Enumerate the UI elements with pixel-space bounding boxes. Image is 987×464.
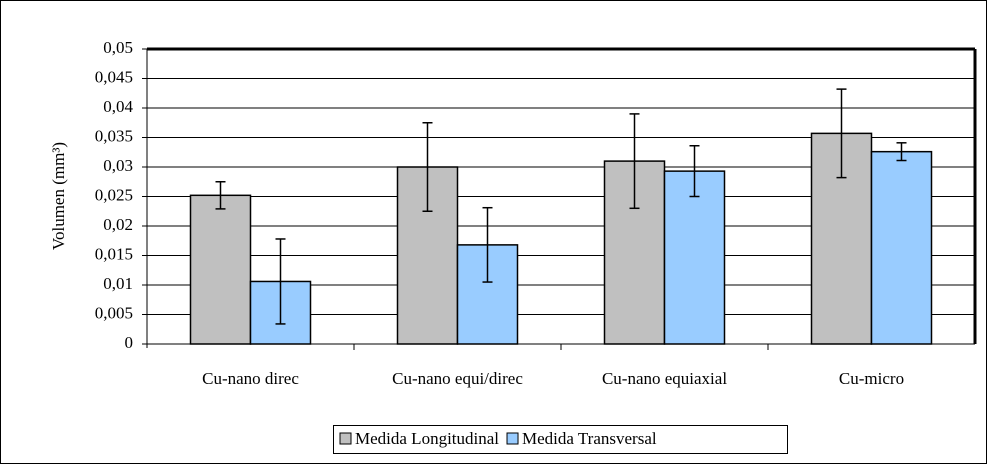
legend-swatch [339,432,352,445]
y-tick-label: 0,025 [95,185,133,204]
error-bar [422,122,433,212]
error-bar [689,145,700,198]
error-bar [836,88,847,179]
y-tick-label: 0,035 [95,126,133,145]
y-axis-label: Volumen (mm³) [49,142,68,250]
y-tick-label: 0,02 [103,215,133,234]
y-tick-label: 0,015 [95,244,133,263]
bar [189,194,252,345]
y-tick-label: 0,05 [103,38,133,57]
x-tick-label: Cu-micro [839,369,904,388]
y-tick-label: 0,01 [103,274,133,293]
error-bar [629,113,640,210]
y-tick-label: 0 [125,333,134,352]
y-tick-label: 0,04 [103,97,133,116]
x-tick-label: Cu-nano equiaxial [602,369,727,388]
bar [870,150,933,345]
legend-box [333,425,788,454]
y-tick-label: 0,045 [95,67,133,86]
legend-label: Medida Transversal [522,429,657,448]
error-bar [275,238,286,325]
error-bar [896,142,907,162]
y-tick-label: 0,005 [95,303,133,322]
error-bar [215,181,226,210]
error-bar [482,206,493,283]
legend-swatch [506,432,519,445]
x-tick-label: Cu-nano equi/direc [392,369,523,388]
legend-label: Medida Longitudinal [355,429,499,448]
x-tick-label: Cu-nano direc [202,369,299,388]
y-tick-label: 0,03 [103,156,133,175]
